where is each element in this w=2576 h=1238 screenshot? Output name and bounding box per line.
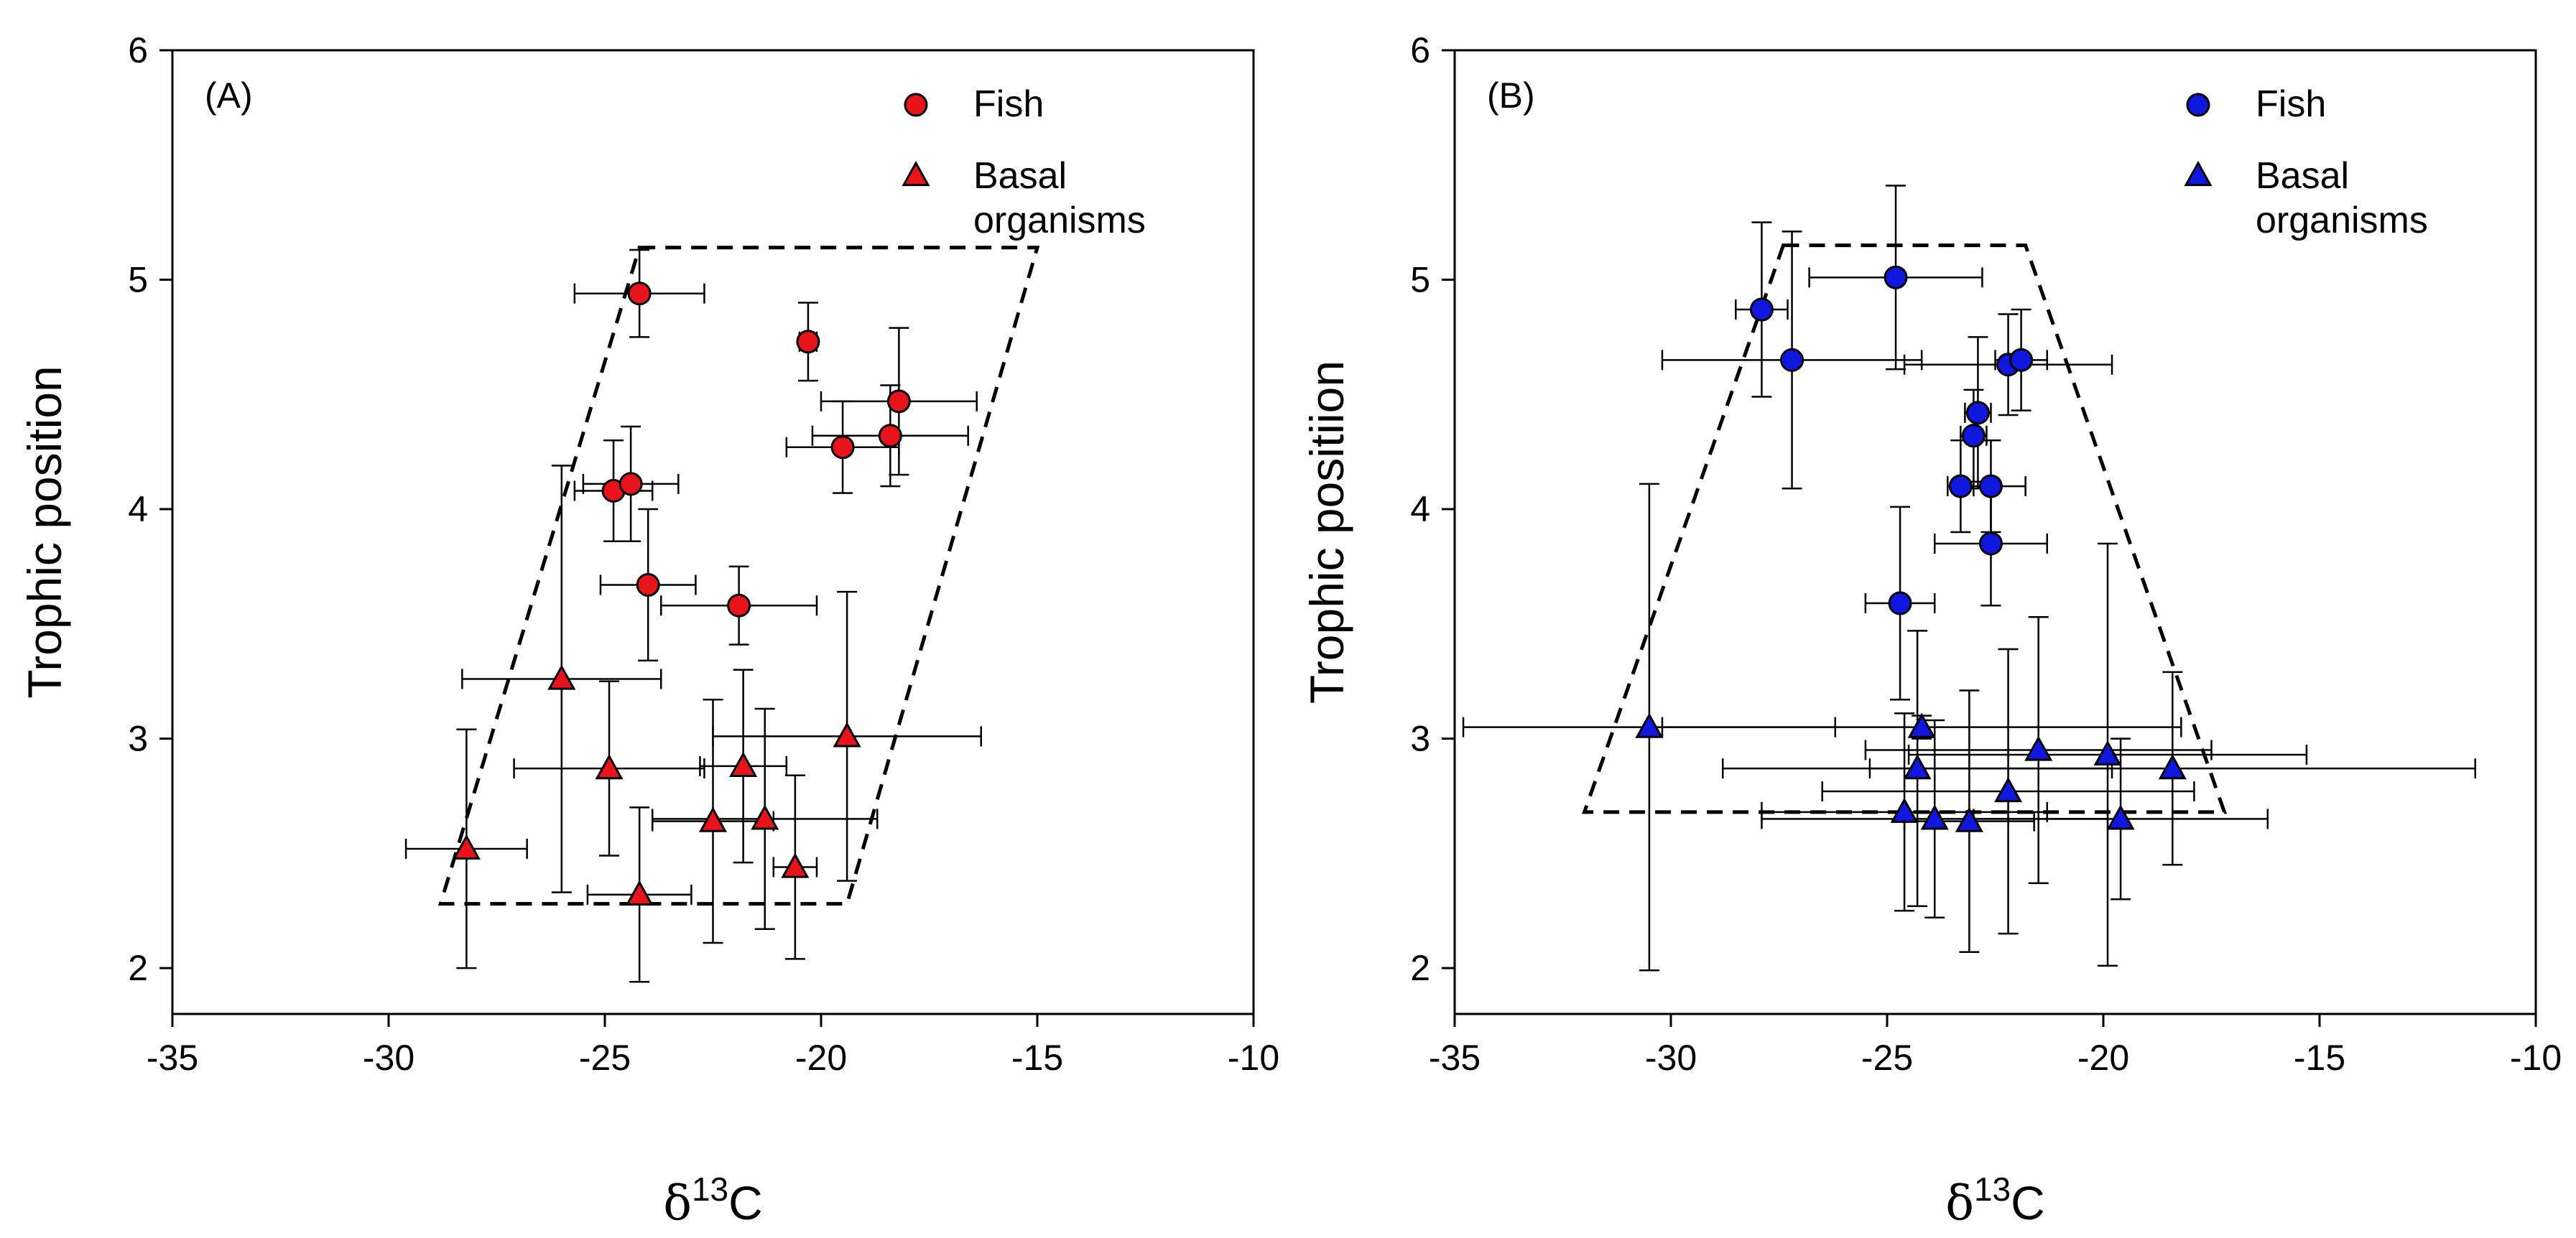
y-tick-label-1: 3 — [1410, 719, 1430, 759]
legend-basal-label-line-1: organisms — [2256, 200, 2428, 241]
legend-basal-label: Basal organisms — [973, 155, 1146, 241]
x-axis-title: δ13C — [1945, 1170, 2045, 1231]
x-tick-label-3: -20 — [2077, 1038, 2129, 1078]
legend-basal-label-line-0: Basal — [2256, 155, 2349, 197]
x-tick-label-2: -25 — [579, 1038, 631, 1078]
x-axis-title-delta: δ — [663, 1176, 692, 1231]
fish-point-3 — [830, 435, 855, 460]
legend-fish-marker — [904, 93, 928, 117]
y-axis-title: Trophic position — [18, 366, 71, 698]
x-axis-title: δ13C — [663, 1170, 763, 1231]
y-tick-label-0: 2 — [128, 948, 148, 988]
x-tick-label-2: -25 — [1861, 1038, 1913, 1078]
y-tick-label-0: 2 — [1410, 948, 1430, 988]
basal-point-4 — [452, 834, 481, 860]
basal-point-3 — [2093, 740, 2122, 766]
series-basal — [1462, 483, 2476, 972]
legend-fish-marker — [2186, 93, 2210, 117]
legend-basal-label-line-1: organisms — [973, 200, 1146, 241]
legend-fish-label: Fish — [973, 83, 1044, 125]
legend-basal-marker — [2184, 160, 2213, 187]
plot-frame — [1453, 49, 2537, 1015]
fish-point-4 — [878, 424, 902, 448]
plot-frame — [171, 49, 1255, 1015]
trophic-hull-outline — [437, 246, 1040, 906]
series-fish — [1661, 185, 2113, 701]
x-tick-label-4: -15 — [1011, 1038, 1063, 1078]
basal-point-0 — [547, 664, 576, 690]
y-axis-title: Trophic positiion — [1300, 360, 1353, 704]
x-axis-title-superscript: 13 — [1974, 1170, 2011, 1208]
y-tick-label-2: 4 — [128, 489, 148, 529]
y-tick-label-3: 5 — [128, 260, 148, 300]
basal-point-5 — [1903, 754, 1932, 780]
fish-point-7 — [1948, 474, 1973, 498]
basal-point-8 — [625, 880, 654, 906]
panel-b: -35 -30 -25 -20 -15 -10 2 3 4 5 6 δ13C Trophic posit… — [1300, 30, 2562, 1231]
x-tick-label-3: -20 — [795, 1038, 847, 1078]
basal-point-3 — [833, 722, 861, 748]
x-tick-label-5: -10 — [1228, 1038, 1279, 1078]
x-tick-label-1: -30 — [1645, 1038, 1697, 1078]
fish-point-10 — [1888, 591, 1912, 615]
x-tick-label-0: -35 — [1429, 1038, 1481, 1078]
basal-point-7 — [1890, 797, 1919, 823]
panel-label: (A) — [205, 75, 253, 116]
x-tick-label-0: -35 — [147, 1038, 198, 1078]
x-axis-title-element: C — [728, 1176, 763, 1229]
legend: Fish Basal organisms — [2184, 83, 2428, 241]
basal-point-10 — [2106, 804, 2135, 830]
fish-point-2 — [1780, 348, 1804, 372]
fish-point-6 — [1961, 424, 1986, 448]
basal-point-4 — [2158, 754, 2187, 780]
basal-point-2 — [729, 751, 758, 778]
legend-basal-marker — [902, 160, 930, 187]
basal-point-2 — [2024, 735, 2053, 761]
basal-point-9 — [1955, 806, 1983, 832]
series-basal — [404, 465, 982, 983]
panel-a: -35 -30 -25 -20 -15 -10 2 3 4 5 6 δ13C Trophic posit… — [18, 30, 1279, 1231]
y-tick-label-1: 3 — [128, 719, 148, 759]
fish-point-0 — [1749, 297, 1774, 322]
fish-point-6 — [618, 472, 643, 496]
fish-point-8 — [727, 593, 751, 618]
fish-point-7 — [636, 572, 660, 597]
fish-point-1 — [796, 330, 820, 354]
legend: Fish Basal organisms — [902, 83, 1146, 241]
basal-point-6 — [1994, 776, 2023, 803]
fish-point-8 — [1978, 474, 2003, 498]
basal-point-5 — [698, 806, 728, 832]
series-fish — [573, 248, 978, 662]
x-tick-label-4: -15 — [2294, 1038, 2345, 1078]
x-axis-title-superscript: 13 — [692, 1170, 728, 1208]
x-tick-label-5: -10 — [2510, 1038, 2562, 1078]
fish-point-1 — [1884, 265, 1908, 289]
x-axis-title-delta: δ — [1945, 1176, 1974, 1231]
x-tick-label-1: -30 — [363, 1038, 414, 1078]
fish-point-4 — [2009, 348, 2034, 372]
basal-point-8 — [1920, 804, 1949, 830]
fish-point-0 — [627, 281, 652, 306]
basal-point-0 — [1635, 712, 1664, 738]
basal-point-1 — [1907, 712, 1936, 738]
trophic-hull-outline — [1582, 243, 2228, 814]
basal-point-6 — [751, 804, 779, 830]
x-axis-title-element: C — [2011, 1176, 2045, 1229]
panel-label: (B) — [1487, 75, 1535, 116]
fish-point-2 — [886, 389, 911, 414]
y-tick-label-3: 5 — [1410, 260, 1430, 300]
legend-basal-label-line-0: Basal — [973, 155, 1067, 197]
basal-point-1 — [595, 754, 624, 780]
legend-fish-label: Fish — [2256, 83, 2326, 125]
fish-point-9 — [1978, 531, 2003, 556]
basal-point-7 — [781, 852, 810, 878]
fish-point-5 — [1965, 401, 1990, 425]
y-tick-label-4: 6 — [128, 30, 148, 70]
y-tick-label-2: 4 — [1410, 489, 1430, 529]
y-tick-label-4: 6 — [1410, 30, 1430, 70]
legend-basal-label: Basal organisms — [2256, 155, 2428, 241]
